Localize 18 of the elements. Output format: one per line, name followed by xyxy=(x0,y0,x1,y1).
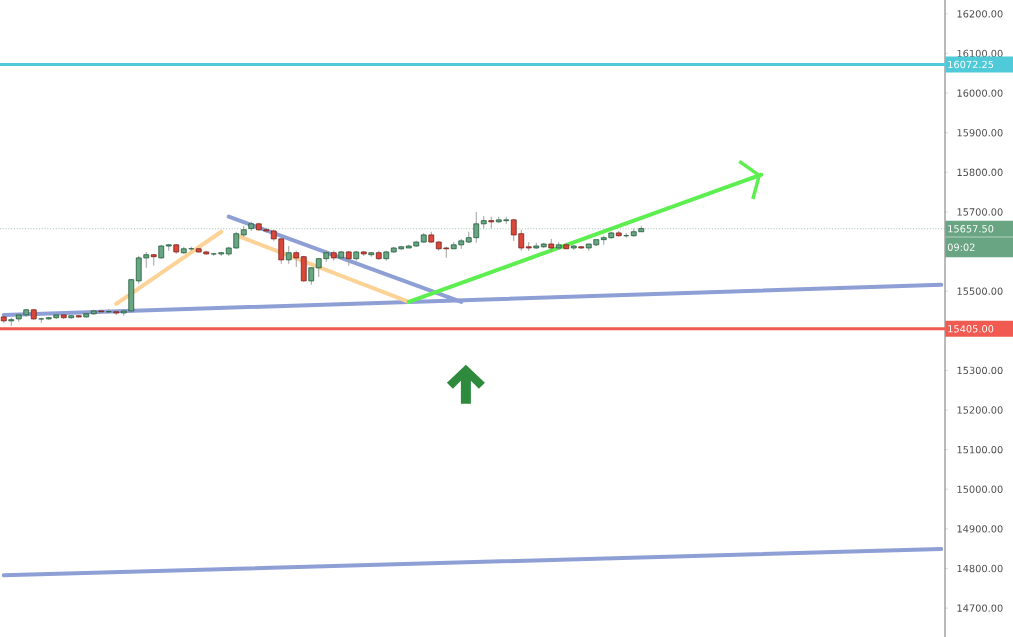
y-tick-label: 15900.00 xyxy=(957,129,1003,137)
y-tick-label: 15700.00 xyxy=(957,208,1003,216)
y-tick-label: 16100.00 xyxy=(957,49,1003,58)
ref-line-label: 15657.50 xyxy=(948,225,994,233)
y-tick-label: 15500.00 xyxy=(957,287,1003,295)
ref-line-label: 16072.25 xyxy=(948,60,994,69)
y-tick-label: 15100.00 xyxy=(957,445,1003,454)
y-tick-label: 16000.00 xyxy=(957,89,1003,97)
y-tick-label: 15300.00 xyxy=(957,366,1003,375)
ref-line-label: 15405.00 xyxy=(948,325,994,333)
y-tick-label: 16200.00 xyxy=(957,10,1003,18)
y-tick-label: 15200.00 xyxy=(957,406,1003,414)
text: 09:02 xyxy=(947,243,975,251)
y-tick-label: 14700.00 xyxy=(957,604,1003,612)
y-tick-label: 15000.00 xyxy=(957,485,1003,493)
y-tick-label: 14900.00 xyxy=(957,525,1003,533)
y-tick-label: 14800.00 xyxy=(957,564,1003,573)
y-tick-label: 15800.00 xyxy=(957,168,1003,177)
